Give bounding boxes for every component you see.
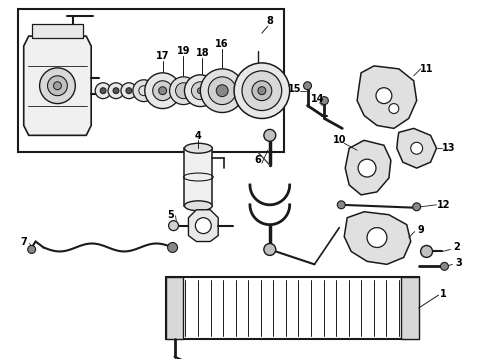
Circle shape — [320, 96, 328, 105]
Text: 11: 11 — [420, 64, 433, 74]
Circle shape — [216, 85, 228, 96]
Text: 9: 9 — [417, 225, 424, 235]
Circle shape — [95, 83, 111, 99]
Circle shape — [170, 77, 197, 105]
Circle shape — [413, 203, 420, 211]
Circle shape — [197, 88, 203, 94]
Text: 19: 19 — [177, 46, 190, 56]
Bar — [166, 277, 183, 339]
Circle shape — [376, 88, 392, 104]
Text: 18: 18 — [196, 48, 209, 58]
Circle shape — [100, 88, 106, 94]
Circle shape — [264, 243, 276, 255]
Bar — [32, 24, 83, 38]
Circle shape — [184, 75, 216, 107]
Text: 14: 14 — [311, 94, 324, 104]
Text: 3: 3 — [455, 258, 462, 268]
Ellipse shape — [184, 201, 212, 211]
Circle shape — [420, 246, 433, 257]
Polygon shape — [357, 66, 416, 129]
Bar — [166, 277, 418, 339]
Circle shape — [337, 201, 345, 209]
Polygon shape — [344, 212, 411, 264]
Text: 5: 5 — [167, 210, 174, 220]
Circle shape — [28, 246, 36, 253]
Polygon shape — [345, 140, 391, 195]
Text: 1: 1 — [440, 289, 447, 299]
Polygon shape — [397, 129, 437, 168]
Circle shape — [441, 262, 448, 270]
Circle shape — [40, 68, 75, 104]
Bar — [18, 9, 284, 152]
Circle shape — [264, 129, 276, 141]
Text: 15: 15 — [288, 84, 301, 94]
Circle shape — [358, 159, 376, 177]
Text: 4: 4 — [195, 131, 202, 141]
Circle shape — [133, 80, 155, 102]
Circle shape — [252, 81, 272, 100]
Circle shape — [53, 82, 61, 90]
Circle shape — [175, 83, 192, 99]
Circle shape — [389, 104, 399, 113]
Circle shape — [208, 77, 236, 105]
Circle shape — [121, 83, 137, 99]
Circle shape — [153, 81, 172, 100]
Circle shape — [108, 83, 124, 99]
Polygon shape — [189, 210, 218, 242]
Circle shape — [234, 63, 290, 118]
Circle shape — [48, 76, 68, 96]
Circle shape — [242, 71, 282, 111]
Text: 8: 8 — [267, 16, 273, 26]
Text: 2: 2 — [453, 243, 460, 252]
Circle shape — [303, 82, 312, 90]
Circle shape — [126, 88, 132, 94]
Circle shape — [113, 88, 119, 94]
Ellipse shape — [184, 143, 212, 153]
Bar — [184, 148, 212, 206]
Text: 16: 16 — [216, 39, 229, 49]
Circle shape — [200, 69, 244, 113]
Circle shape — [411, 142, 422, 154]
Circle shape — [192, 82, 209, 100]
Circle shape — [145, 73, 180, 109]
Text: 13: 13 — [441, 143, 455, 153]
Text: 10: 10 — [333, 135, 346, 145]
Text: 7: 7 — [21, 237, 27, 247]
Circle shape — [367, 228, 387, 247]
Text: 6: 6 — [254, 155, 261, 165]
Polygon shape — [24, 36, 91, 135]
Text: 12: 12 — [437, 200, 450, 210]
Circle shape — [196, 218, 211, 234]
Circle shape — [159, 87, 167, 95]
Circle shape — [169, 221, 178, 231]
Circle shape — [258, 87, 266, 95]
Bar — [401, 277, 418, 339]
Text: 17: 17 — [156, 51, 170, 61]
Circle shape — [168, 243, 177, 252]
